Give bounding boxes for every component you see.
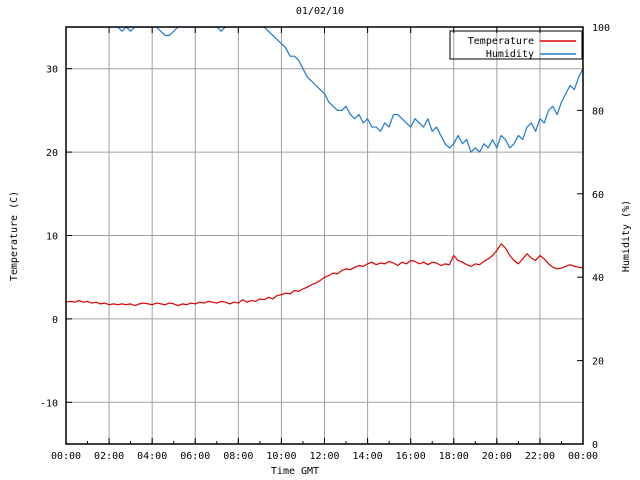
- ytick-label-right: 60: [592, 190, 604, 201]
- y-axis-title-left: Temperature (C): [9, 191, 20, 281]
- chart-title: 01/02/10: [296, 6, 344, 17]
- ytick-label-left: 30: [46, 65, 58, 76]
- xtick-label: 10:00: [266, 451, 296, 462]
- gridlines: [65, 26, 584, 445]
- legend-label-humidity: Humidity: [486, 49, 534, 60]
- ytick-label-left: 10: [46, 232, 58, 243]
- xtick-label: 14:00: [353, 451, 383, 462]
- series-line-humidity: [66, 27, 583, 153]
- xtick-label: 08:00: [223, 451, 253, 462]
- plot-frame: [65, 26, 584, 445]
- x-axis-title: Time GMT: [271, 466, 319, 477]
- legend: Temperature Humidity: [449, 30, 583, 60]
- xtick-label: 00:00: [568, 451, 598, 462]
- ytick-label-right: 40: [592, 273, 604, 284]
- ytick-label-left: -10: [40, 398, 58, 409]
- legend-label-temperature: Temperature: [468, 36, 534, 47]
- y-axis-title-right: Humidity (%): [621, 200, 632, 272]
- xtick-label: 12:00: [309, 451, 339, 462]
- xtick-label: 18:00: [439, 451, 469, 462]
- xtick-label: 06:00: [180, 451, 210, 462]
- ytick-label-right: 80: [592, 106, 604, 117]
- xtick-label: 00:00: [51, 451, 81, 462]
- xtick-label: 20:00: [482, 451, 512, 462]
- ytick-label-right: 100: [592, 23, 610, 34]
- legend-box: [449, 30, 583, 60]
- ytick-label-left: 0: [52, 315, 58, 326]
- xtick-label: 04:00: [137, 451, 167, 462]
- xtick-label: 02:00: [94, 451, 124, 462]
- xtick-label: 22:00: [525, 451, 555, 462]
- ytick-label-left: 20: [46, 148, 58, 159]
- ytick-label-right: 0: [592, 440, 598, 451]
- xtick-label: 16:00: [396, 451, 426, 462]
- series-line-temperature: [66, 243, 583, 307]
- ytick-label-right: 20: [592, 357, 604, 368]
